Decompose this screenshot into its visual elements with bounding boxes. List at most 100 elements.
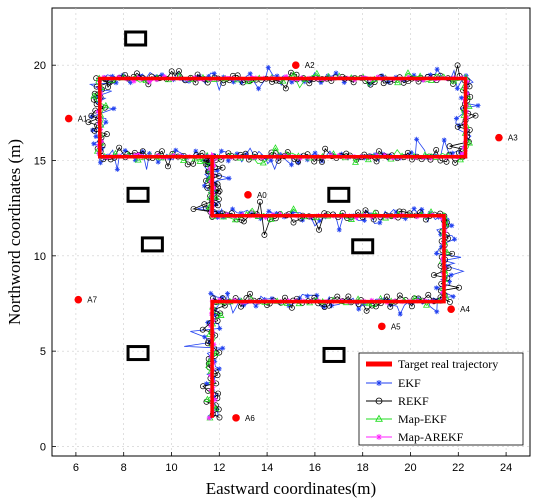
- target-trajectory: [98, 76, 468, 418]
- data-point: [179, 156, 187, 164]
- data-point: [253, 303, 259, 309]
- data-point: [301, 79, 307, 85]
- x-tick-label: 16: [309, 462, 321, 474]
- data-point: [206, 415, 212, 421]
- data-point: [454, 62, 461, 69]
- data-point: [114, 166, 120, 172]
- data-point: [244, 77, 252, 85]
- data-point: [193, 148, 199, 154]
- data-point: [196, 157, 204, 164]
- data-point: [247, 290, 253, 297]
- data-point: [127, 80, 133, 86]
- data-point: [465, 102, 473, 109]
- data-point: [200, 383, 206, 390]
- data-point: [226, 175, 232, 181]
- anchor-label: A1: [78, 115, 88, 124]
- data-point: [338, 151, 344, 157]
- y-tick-label: 15: [34, 156, 46, 168]
- data-point: [456, 156, 464, 163]
- legend-entry-ekf: EKF: [366, 376, 421, 390]
- obstacle: [126, 345, 150, 362]
- data-point: [282, 85, 289, 92]
- data-point: [219, 164, 226, 171]
- data-point: [214, 168, 220, 174]
- legend-label: EKF: [398, 376, 421, 390]
- data-point: [448, 272, 454, 278]
- obstacle: [124, 30, 148, 47]
- data-point: [231, 79, 237, 85]
- data-point: [265, 65, 271, 71]
- data-point: [215, 189, 222, 196]
- data-point: [91, 141, 97, 147]
- data-point: [113, 80, 119, 86]
- data-point: [190, 206, 197, 212]
- data-point: [206, 74, 212, 80]
- data-point: [111, 106, 117, 112]
- obstacle: [126, 186, 150, 203]
- data-point: [311, 158, 318, 165]
- data-point: [387, 302, 393, 308]
- data-point: [220, 80, 227, 86]
- data-point: [122, 148, 128, 154]
- obstacle: [322, 346, 346, 363]
- data-point: [214, 372, 221, 379]
- data-point: [214, 181, 221, 188]
- data-point: [103, 131, 110, 138]
- data-point: [238, 80, 244, 86]
- data-point: [450, 77, 458, 84]
- target-line: [98, 76, 468, 418]
- legend-label: Map-EKF: [398, 412, 447, 426]
- data-point: [213, 201, 219, 207]
- data-point: [159, 148, 165, 155]
- data-point: [422, 301, 430, 308]
- x-axis-title: Eastward coordinates(m): [206, 479, 376, 498]
- data-point: [212, 397, 218, 403]
- data-point: [218, 148, 224, 154]
- data-point: [419, 206, 425, 212]
- data-point: [202, 334, 208, 340]
- data-point: [454, 123, 461, 130]
- data-point: [411, 72, 417, 78]
- data-point: [288, 162, 294, 168]
- data-point: [207, 166, 213, 172]
- legend: Target real trajectory EKF REKF Map-EKF Map…: [358, 352, 524, 446]
- data-point: [203, 381, 209, 387]
- y-tick-label: 20: [34, 60, 46, 72]
- data-point: [271, 144, 279, 151]
- data-point: [459, 151, 465, 157]
- anchor-label: A2: [305, 61, 315, 70]
- data-point: [290, 219, 297, 226]
- x-tick-label: 6: [73, 462, 79, 474]
- data-point: [215, 390, 222, 397]
- data-point: [433, 285, 439, 291]
- data-point: [433, 147, 440, 153]
- data-point: [216, 366, 222, 372]
- anchor-marker: [64, 114, 73, 123]
- anchor-label: A7: [87, 296, 97, 305]
- x-tick-label: 18: [357, 462, 369, 474]
- data-point: [290, 205, 298, 212]
- data-point: [430, 272, 437, 279]
- data-point: [312, 150, 318, 156]
- obstacle: [327, 186, 351, 203]
- data-point: [201, 201, 208, 208]
- data-point: [216, 188, 223, 194]
- data-point: [257, 198, 263, 205]
- data-point: [220, 345, 226, 351]
- y-tick-label: 10: [34, 251, 46, 263]
- y-tick-label: 5: [40, 346, 46, 358]
- data-point: [446, 143, 453, 150]
- data-point: [201, 183, 207, 189]
- data-point: [216, 414, 223, 421]
- data-point: [91, 127, 98, 134]
- data-point: [450, 294, 456, 300]
- data-point: [247, 71, 253, 77]
- data-point: [211, 71, 217, 77]
- data-point: [261, 231, 268, 238]
- data-point: [372, 152, 378, 158]
- legend-entry-map-arekf: Map-AREKF: [366, 430, 464, 444]
- data-point: [234, 151, 240, 157]
- data-point: [212, 193, 220, 200]
- data-point: [307, 78, 313, 84]
- data-point: [288, 304, 295, 311]
